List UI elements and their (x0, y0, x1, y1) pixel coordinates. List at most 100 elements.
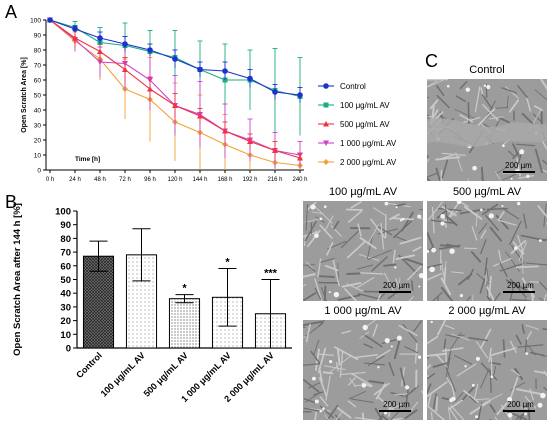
cell-texture (439, 244, 450, 247)
cell-texture (496, 400, 510, 416)
cell-texture (543, 386, 547, 392)
cell-bright-spot (418, 285, 421, 288)
cell-texture (506, 95, 509, 109)
cell-texture (359, 272, 384, 275)
cell-texture (511, 298, 531, 301)
y-tick-label: 20 (34, 138, 42, 145)
cell-texture (479, 278, 486, 294)
cell-texture (427, 381, 448, 397)
cell-texture (485, 214, 500, 232)
cell-texture (427, 383, 432, 395)
legend-label: 1 000 μg/mL AV (340, 139, 397, 148)
cell-texture (399, 367, 406, 386)
cell-texture (446, 350, 452, 367)
micrograph-label-100: 100 µg/mL AV (328, 186, 398, 198)
cell-texture (319, 396, 329, 407)
cell-texture (517, 344, 544, 348)
cell-texture (436, 94, 450, 109)
cell-texture (359, 236, 377, 250)
cell-texture (517, 85, 529, 99)
series-2 (47, 17, 303, 163)
cell-texture (392, 249, 396, 264)
cell-texture (488, 347, 492, 363)
cell-texture (490, 347, 517, 357)
cell-texture (443, 338, 447, 349)
cell-bright-spot (502, 144, 505, 148)
cell-texture (427, 263, 442, 269)
cell-texture (337, 262, 339, 282)
cell-texture (427, 272, 443, 281)
cell-texture (436, 85, 445, 97)
cell-texture (399, 236, 422, 245)
micrograph-label-2000: 2 000 µg/mL AV (448, 305, 526, 317)
cell-texture (346, 241, 365, 259)
cell-texture (499, 117, 510, 124)
cell-bright-spot (440, 221, 445, 226)
y-tick-label: 80 (60, 234, 71, 245)
cell-texture (543, 370, 547, 377)
cell-texture (530, 351, 545, 357)
cell-texture (350, 372, 373, 387)
cell-texture (525, 262, 547, 266)
scale-bar (379, 291, 411, 293)
cell-texture (509, 220, 522, 246)
cell-texture (354, 353, 378, 359)
cell-bright-spot (471, 383, 475, 387)
cell-texture (445, 376, 454, 389)
cell-texture (527, 402, 531, 420)
cell-texture (364, 362, 385, 366)
data-point (197, 113, 203, 119)
cell-bright-spot (429, 266, 435, 273)
micrograph-100: 200 µm (303, 201, 423, 301)
cell-texture (317, 258, 322, 278)
cell-texture (388, 362, 395, 376)
cell-texture (365, 320, 376, 328)
scale-bar (503, 410, 535, 412)
cell-texture (377, 396, 395, 411)
data-point (222, 68, 228, 74)
scale-bar-label: 200 µm (507, 281, 534, 290)
cell-texture (354, 417, 378, 420)
cell-texture (303, 326, 306, 329)
cell-texture (404, 385, 419, 398)
cell-texture (305, 391, 321, 403)
cell-texture (355, 277, 375, 289)
cell-texture (542, 169, 547, 174)
cell-texture (367, 224, 380, 245)
cell-texture (311, 211, 324, 215)
cell-texture (435, 396, 439, 412)
cell-texture (498, 249, 502, 261)
cell-bright-spot (465, 87, 471, 92)
data-point (72, 35, 78, 41)
bar-group: Control (74, 240, 115, 380)
micrograph-background (303, 320, 423, 420)
cell-bright-spot (319, 217, 323, 221)
cell-texture (476, 273, 490, 285)
cell-bright-spot (430, 320, 433, 324)
cell-bright-spot (486, 84, 491, 90)
cell-texture (486, 286, 496, 301)
scale-bar (503, 171, 535, 173)
cell-bright-spot (449, 248, 455, 254)
y-tick-label: 10 (60, 330, 71, 341)
cell-texture (361, 412, 365, 420)
cell-bright-spot (475, 415, 479, 419)
cell-texture (303, 320, 323, 327)
x-axis-title: Time [h] (75, 156, 100, 163)
cell-texture (305, 323, 311, 343)
x-tick-label: Control (74, 350, 104, 380)
cell-texture (489, 226, 503, 242)
cell-bright-spot (472, 165, 477, 171)
cell-texture (515, 388, 542, 396)
cell-texture (395, 278, 401, 290)
cell-texture (357, 223, 362, 237)
data-point (197, 66, 203, 73)
cell-bright-spot (377, 366, 380, 369)
data-point (297, 155, 303, 161)
cell-texture (539, 281, 547, 291)
y-axis-title: Open Scratch Area [%] (21, 57, 28, 133)
x-tick-label: 144 h (192, 177, 207, 183)
y-tick-label: 90 (34, 33, 42, 40)
cell-texture (398, 324, 418, 337)
cell-texture (359, 331, 370, 339)
